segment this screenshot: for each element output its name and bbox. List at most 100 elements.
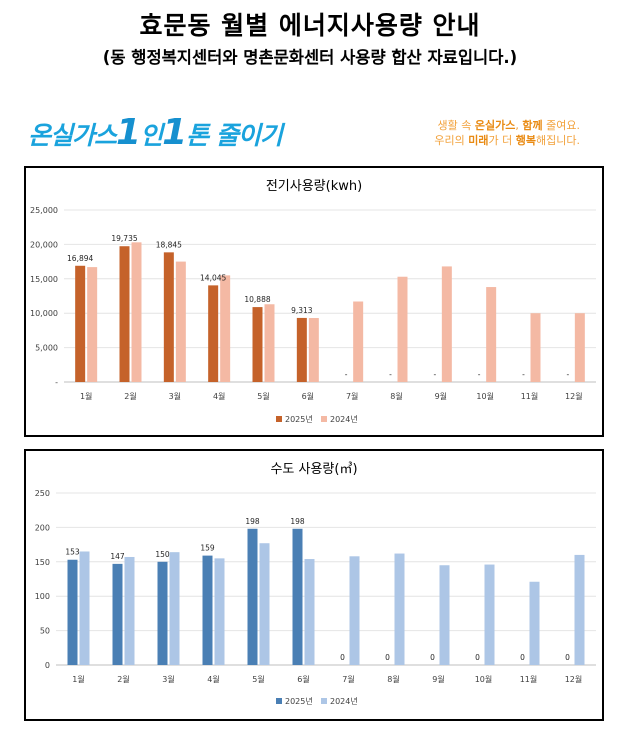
- legend-swatch-2025: [276, 416, 282, 422]
- bar-2024: [124, 556, 135, 665]
- legend-swatch-2024: [321, 698, 327, 704]
- x-tick-label: 12월: [565, 674, 583, 684]
- data-label-2025: 0: [385, 653, 390, 662]
- water-chart: 수도 사용량(㎥) 0 50 100 150 200 250 153 1월 147 2월 150 3월 1…: [35, 462, 596, 706]
- bar-2025: [296, 317, 307, 382]
- legend-label-2025: 2025년: [285, 414, 313, 424]
- data-label-2025: 0: [430, 653, 435, 662]
- data-label-2025: -: [566, 370, 569, 379]
- bar-2024: [574, 313, 585, 382]
- bar-2024: [131, 242, 142, 382]
- data-label-2025: -: [478, 370, 481, 379]
- data-label-2025: 0: [340, 653, 345, 662]
- bar-2024: [529, 581, 540, 665]
- x-tick-label: 9월: [435, 391, 447, 401]
- bar-2024: [79, 551, 90, 665]
- bar-2025: [67, 559, 78, 665]
- x-tick-label: 1월: [72, 674, 84, 684]
- y-tick-label: 100: [35, 592, 50, 601]
- data-label-2025: 159: [200, 544, 215, 553]
- bar-2024: [574, 554, 585, 665]
- x-tick-label: 8월: [387, 674, 399, 684]
- electricity-chart: 전기사용량(kwh) - 5,000 10,000 15,000 20,000 25,000…: [30, 179, 596, 424]
- electricity-chart-panel: 전기사용량(kwh) - 5,000 10,000 15,000 20,000 25,000…: [24, 166, 604, 437]
- logo-text-part2: 인: [140, 121, 163, 150]
- x-tick-label: 8월: [390, 391, 402, 401]
- bar-2025: [163, 252, 174, 382]
- logo-text-part1: 온실가스: [28, 121, 117, 150]
- bar-2025: [202, 555, 213, 665]
- data-label-2025: 14,045: [200, 273, 226, 282]
- bar-2025: [112, 563, 123, 665]
- y-tick-label: 250: [35, 489, 50, 498]
- data-label-2025: -: [345, 370, 348, 379]
- data-label-2025: 10,888: [244, 295, 270, 304]
- slogan-text: 생활 속: [437, 119, 475, 132]
- data-label-2025: 0: [565, 653, 570, 662]
- campaign-logo: 온실가스1인1톤 줄이기: [28, 112, 283, 153]
- data-label-2025: 153: [65, 548, 80, 557]
- x-tick-label: 4월: [213, 391, 225, 401]
- data-label-2025: 147: [110, 552, 125, 561]
- bar-2024: [353, 301, 364, 382]
- bar-2024: [264, 304, 275, 382]
- y-tick-label: 0: [45, 661, 50, 670]
- slogan-text: 가 더: [488, 134, 516, 147]
- water-chart-panel: 수도 사용량(㎥) 0 50 100 150 200 250 153 1월 147 2월 150 3월 1…: [24, 449, 604, 721]
- x-tick-label: 3월: [169, 391, 181, 401]
- bar-2024: [530, 313, 541, 382]
- data-label-2025: -: [522, 370, 525, 379]
- slogan-text: 줄여요.: [542, 119, 580, 132]
- page-subtitle: (동 행정복지센터와 명촌문화센터 사용량 합산 자료입니다.): [102, 48, 518, 67]
- slogan-emphasis: 행복: [515, 134, 537, 147]
- x-tick-label: 7월: [346, 391, 358, 401]
- x-tick-label: 1월: [80, 391, 92, 401]
- bar-2024: [214, 558, 225, 665]
- bar-2024: [486, 287, 497, 382]
- x-tick-label: 7월: [342, 674, 354, 684]
- slogan-emphasis: 함께: [522, 119, 543, 132]
- chart-title: 전기사용량(kwh): [266, 179, 362, 194]
- x-tick-label: 11월: [520, 674, 538, 684]
- bar-2024: [87, 267, 98, 382]
- bar-2024: [259, 543, 270, 665]
- logo-number-2: 1: [162, 112, 187, 153]
- slogan-text: 해집니다.: [536, 134, 580, 147]
- bar-2024: [349, 556, 360, 665]
- bar-2024: [175, 261, 186, 382]
- legend-label-2025: 2025년: [285, 696, 313, 706]
- chart-title: 수도 사용량(㎥): [270, 462, 357, 477]
- legend-swatch-2024: [321, 416, 327, 422]
- x-tick-label: 9월: [432, 674, 444, 684]
- data-label-2025: 0: [520, 653, 525, 662]
- bar-2024: [484, 564, 495, 665]
- bar-2024: [441, 266, 452, 382]
- x-tick-label: 12월: [565, 391, 583, 401]
- data-label-2025: 198: [245, 517, 260, 526]
- slogan-emphasis: 온실가스: [474, 119, 516, 132]
- x-tick-label: 2월: [117, 674, 129, 684]
- x-tick-label: 10월: [476, 391, 494, 401]
- y-tick-label: 25,000: [30, 206, 58, 215]
- bar-2025: [247, 528, 258, 665]
- logo-number-1: 1: [116, 112, 141, 153]
- logo-text-part3: 톤 줄이기: [186, 121, 283, 150]
- bar-2025: [75, 265, 86, 382]
- data-label-2025: 9,313: [291, 306, 313, 315]
- legend-label-2024: 2024년: [330, 414, 358, 424]
- x-tick-label: 10월: [475, 674, 493, 684]
- bar-2024: [220, 275, 231, 382]
- bar-2024: [304, 559, 315, 665]
- x-tick-label: 5월: [257, 391, 269, 401]
- y-tick-label: 10,000: [30, 309, 58, 318]
- bar-2025: [119, 246, 130, 382]
- bar-2024: [308, 318, 319, 382]
- slogan-text: 우리의: [434, 134, 469, 147]
- x-tick-label: 11월: [521, 391, 539, 401]
- bar-2025: [157, 561, 168, 665]
- slogan-line-1: 생활 속 온실가스, 함께 줄여요.: [434, 118, 580, 133]
- y-tick-label: 50: [40, 627, 50, 636]
- page-title: 효문동 월별 에너지사용량 안내: [139, 11, 481, 40]
- bar-2024: [394, 553, 405, 665]
- slogan-line-2: 우리의 미래가 더 행복해집니다.: [434, 133, 580, 148]
